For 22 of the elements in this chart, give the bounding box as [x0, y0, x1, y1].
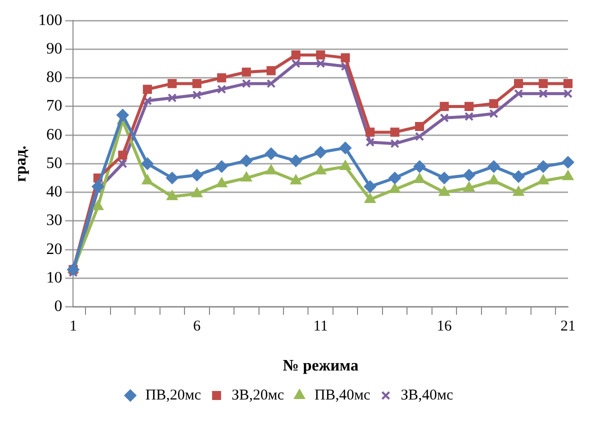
legend-label: ЗВ,40мс [400, 387, 454, 404]
legend-label: ПВ,20мс [145, 387, 202, 404]
legend-label: ЗВ,20мс [232, 387, 284, 404]
x-tick-label: 1 [69, 318, 77, 335]
y-tick-label: 40 [46, 184, 62, 201]
x-tick-label: 11 [313, 318, 328, 335]
x-tick-label: 21 [560, 318, 576, 335]
y-tick-label: 60 [46, 126, 62, 144]
y-tick-label: 70 [46, 98, 62, 115]
y-tick-label: 80 [46, 69, 62, 86]
y-axis-title: град. [12, 146, 30, 182]
y-tick-label: 20 [46, 240, 62, 258]
y-tick-label: 30 [46, 212, 62, 230]
legend-label: ПВ,40мс [314, 387, 371, 404]
y-tick-label: 50 [46, 154, 62, 172]
x-tick-label: 16 [436, 318, 452, 335]
y-tick-label: 10 [46, 269, 62, 286]
x-tick-label: 6 [193, 318, 202, 335]
y-tick-label: 0 [54, 298, 62, 316]
y-tick-label: 100 [38, 12, 62, 29]
x-axis-title: № режима [282, 358, 358, 375]
y-tick-label: 90 [46, 40, 62, 58]
